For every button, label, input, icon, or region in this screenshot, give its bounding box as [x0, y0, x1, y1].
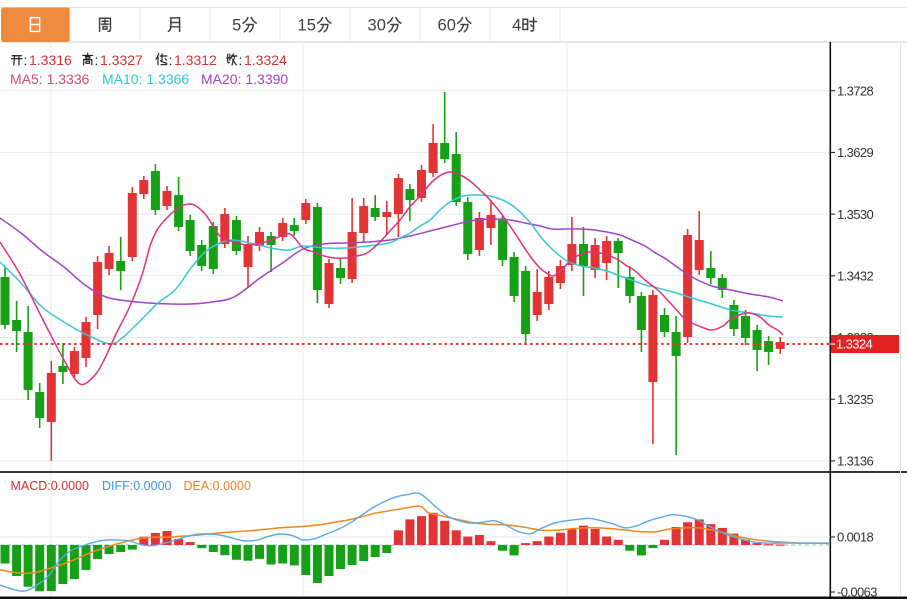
- svg-text:1.3530: 1.3530: [837, 207, 874, 222]
- svg-text::: :: [239, 52, 243, 68]
- svg-text:30: 30: [368, 17, 386, 35]
- svg-text:1.3312: 1.3312: [174, 52, 217, 68]
- svg-text::: :: [95, 52, 99, 68]
- svg-text:60: 60: [438, 17, 456, 35]
- svg-text:4: 4: [512, 17, 521, 35]
- svg-text:1.3324: 1.3324: [244, 52, 287, 68]
- svg-text::: :: [24, 52, 28, 68]
- svg-text:1.3629: 1.3629: [837, 145, 874, 160]
- svg-text:15: 15: [298, 17, 316, 35]
- svg-text:5: 5: [232, 17, 241, 35]
- svg-text:1.3235: 1.3235: [837, 392, 874, 407]
- svg-text:1.3432: 1.3432: [837, 269, 874, 284]
- svg-text::: :: [169, 52, 173, 68]
- svg-text:0.0018: 0.0018: [837, 530, 874, 545]
- svg-text:1.3728: 1.3728: [837, 83, 874, 98]
- svg-text:1.3316: 1.3316: [29, 52, 72, 68]
- svg-text:1.3136: 1.3136: [837, 454, 874, 469]
- svg-text:1.3327: 1.3327: [100, 52, 143, 68]
- svg-text:-0.0063: -0.0063: [837, 585, 877, 600]
- svg-text:1.3324: 1.3324: [836, 337, 873, 352]
